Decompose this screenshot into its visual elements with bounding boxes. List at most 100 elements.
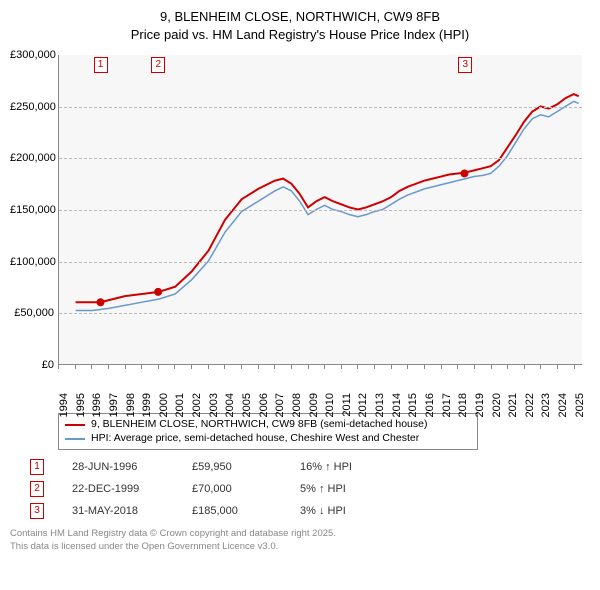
x-tick-label: 2012 [357, 393, 369, 417]
gridline [59, 262, 582, 263]
x-tick [308, 365, 309, 369]
x-tick [224, 365, 225, 369]
y-tick-label: £0 [10, 359, 54, 371]
x-tick [75, 365, 76, 369]
x-tick [324, 365, 325, 369]
legend-row-2: HPI: Average price, semi-detached house,… [65, 432, 471, 446]
sale-price: £185,000 [192, 505, 272, 517]
sale-row: 331-MAY-2018£185,0003% ↓ HPI [30, 500, 590, 522]
y-tick-label: £50,000 [10, 307, 54, 319]
x-tick-label: 2004 [224, 393, 236, 417]
sale-price: £70,000 [192, 483, 272, 495]
x-tick [507, 365, 508, 369]
x-tick-label: 2005 [241, 393, 253, 417]
legend: 9, BLENHEIM CLOSE, NORTHWICH, CW9 8FB (s… [58, 413, 478, 450]
x-tick [191, 365, 192, 369]
title-line-2: Price paid vs. HM Land Registry's House … [131, 27, 469, 42]
x-tick-label: 1996 [91, 393, 103, 417]
gridline [59, 210, 582, 211]
legend-swatch-price [65, 424, 85, 426]
series-price_paid [76, 94, 579, 302]
x-tick-label: 2021 [507, 393, 519, 417]
x-tick-label: 2013 [374, 393, 386, 417]
x-tick [457, 365, 458, 369]
x-tick [341, 365, 342, 369]
sale-date: 28-JUN-1996 [72, 461, 164, 473]
x-tick-label: 1994 [58, 393, 70, 417]
x-tick-label: 2025 [574, 393, 586, 417]
footer-line-1: Contains HM Land Registry data © Crown c… [10, 528, 590, 540]
x-tick [540, 365, 541, 369]
chart-marker-3: 3 [458, 57, 472, 73]
chart-container: 9, BLENHEIM CLOSE, NORTHWICH, CW9 8FB Pr… [0, 0, 600, 559]
x-tick [58, 365, 59, 369]
x-tick [474, 365, 475, 369]
legend-label-price: 9, BLENHEIM CLOSE, NORTHWICH, CW9 8FB (s… [91, 418, 427, 432]
x-tick-label: 2009 [308, 393, 320, 417]
y-tick-label: £100,000 [10, 256, 54, 268]
x-tick-label: 2010 [324, 393, 336, 417]
legend-swatch-hpi [65, 438, 85, 440]
x-tick [241, 365, 242, 369]
x-tick [158, 365, 159, 369]
x-tick-label: 2016 [424, 393, 436, 417]
sale-hpi: 5% ↑ HPI [300, 483, 380, 495]
sale-marker: 2 [30, 481, 44, 497]
x-tick [291, 365, 292, 369]
x-tick-label: 2018 [457, 393, 469, 417]
x-tick [424, 365, 425, 369]
x-tick-label: 2001 [174, 393, 186, 417]
sales-table: 1 28-JUN-1996 £59,950 16% ↑ HPI 2 22-DEC-1999… [30, 456, 590, 522]
gridline [59, 107, 582, 108]
chart-marker-2: 2 [151, 57, 165, 73]
chart-wrap: £0£50,000£100,000£150,000£200,000£250,00… [10, 49, 590, 409]
x-tick-label: 2024 [557, 393, 569, 417]
y-tick-label: £250,000 [10, 101, 54, 113]
plot-area: 123 [58, 55, 582, 365]
x-tick-label: 2014 [391, 393, 403, 417]
title-line-1: 9, BLENHEIM CLOSE, NORTHWICH, CW9 8FB [160, 9, 440, 24]
x-tick [357, 365, 358, 369]
x-tick-label: 1998 [125, 393, 137, 417]
sale-row: 2 22-DEC-1999 £70,000 5% ↑ HPI [30, 478, 590, 500]
sale-marker: 1 [30, 459, 44, 475]
sale-date: 22-DEC-1999 [72, 483, 164, 495]
x-tick-label: 2002 [191, 393, 203, 417]
sale-row: 1 28-JUN-1996 £59,950 16% ↑ HPI [30, 456, 590, 478]
x-tick [407, 365, 408, 369]
sale-dot [97, 298, 105, 306]
legend-label-hpi: HPI: Average price, semi-detached house,… [91, 432, 419, 446]
x-tick [91, 365, 92, 369]
x-tick [108, 365, 109, 369]
x-tick [391, 365, 392, 369]
x-tick [441, 365, 442, 369]
x-tick-label: 2017 [441, 393, 453, 417]
sale-price: £59,950 [192, 461, 272, 473]
x-tick-label: 2006 [258, 393, 270, 417]
sale-date: 31-MAY-2018 [72, 505, 164, 517]
series-hpi [76, 101, 579, 310]
x-tick [274, 365, 275, 369]
x-tick-label: 2019 [474, 393, 486, 417]
x-tick [258, 365, 259, 369]
x-tick [374, 365, 375, 369]
x-tick-label: 2015 [407, 393, 419, 417]
x-tick-label: 1999 [141, 393, 153, 417]
x-tick-label: 2000 [158, 393, 170, 417]
footer: Contains HM Land Registry data © Crown c… [10, 528, 590, 553]
sale-marker: 3 [30, 503, 44, 519]
x-tick-label: 2023 [540, 393, 552, 417]
x-tick-label: 1997 [108, 393, 120, 417]
gridline [59, 313, 582, 314]
x-tick [524, 365, 525, 369]
legend-row-1: 9, BLENHEIM CLOSE, NORTHWICH, CW9 8FB (s… [65, 418, 471, 432]
x-tick [491, 365, 492, 369]
sale-hpi: 16% ↑ HPI [300, 461, 380, 473]
y-tick-label: £150,000 [10, 204, 54, 216]
x-tick [125, 365, 126, 369]
x-tick-label: 2007 [274, 393, 286, 417]
sale-dot [154, 288, 162, 296]
gridline [59, 158, 582, 159]
chart-title: 9, BLENHEIM CLOSE, NORTHWICH, CW9 8FB Pr… [10, 8, 590, 43]
x-tick-label: 2022 [524, 393, 536, 417]
